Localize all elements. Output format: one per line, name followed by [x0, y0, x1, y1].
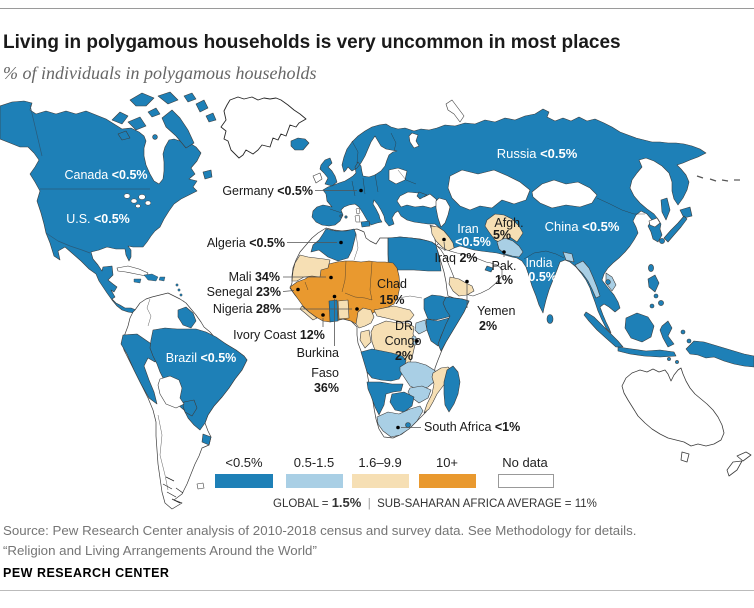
svg-text:Pak.: Pak. — [491, 259, 516, 273]
svg-text:Burkina: Burkina — [297, 346, 339, 360]
svg-text:1.6–9.9: 1.6–9.9 — [358, 455, 401, 470]
svg-text:Faso: Faso — [311, 366, 339, 380]
svg-text:Congo: Congo — [385, 334, 422, 348]
svg-text:15%: 15% — [379, 293, 404, 307]
svg-text:<0.5%: <0.5% — [521, 270, 557, 284]
svg-text:Iran: Iran — [457, 222, 479, 236]
svg-text:South Africa <1%: South Africa <1% — [424, 420, 520, 434]
svg-text:Chad: Chad — [377, 277, 407, 291]
svg-text:2%: 2% — [395, 349, 413, 363]
svg-text:Nigeria 28%: Nigeria 28% — [213, 302, 281, 316]
svg-text:0.5-1.5: 0.5-1.5 — [294, 455, 334, 470]
svg-text:2%: 2% — [479, 319, 497, 333]
svg-text:Algeria <0.5%: Algeria <0.5% — [207, 236, 285, 250]
svg-text:Senegal 23%: Senegal 23% — [207, 285, 281, 299]
svg-text:5%: 5% — [493, 228, 511, 242]
svg-text:U.S. <0.5%: U.S. <0.5% — [66, 212, 130, 226]
svg-text:Iraq 2%: Iraq 2% — [434, 251, 477, 265]
svg-text:Mali 34%: Mali 34% — [229, 270, 280, 284]
svg-text:1%: 1% — [495, 273, 513, 287]
svg-text:Ivory Coast 12%: Ivory Coast 12% — [233, 328, 325, 342]
svg-text:China <0.5%: China <0.5% — [545, 219, 620, 234]
svg-text:<0.5%: <0.5% — [455, 235, 491, 249]
svg-text:DR: DR — [395, 319, 413, 333]
svg-text:<0.5%: <0.5% — [225, 455, 263, 470]
svg-text:Canada <0.5%: Canada <0.5% — [64, 168, 147, 182]
svg-text:No data: No data — [502, 455, 548, 470]
svg-text:Afgh.: Afgh. — [494, 216, 523, 230]
svg-text:Yemen: Yemen — [477, 304, 516, 318]
svg-text:10+: 10+ — [436, 455, 458, 470]
svg-text:Russia <0.5%: Russia <0.5% — [497, 146, 578, 161]
svg-text:Brazil <0.5%: Brazil <0.5% — [166, 351, 237, 365]
svg-text:GLOBAL = 1.5% | SUB-SAHARAN: GLOBAL = 1.5% | SUB-SAHARAN AFRICA AVERA… — [273, 495, 597, 510]
svg-text:Germany <0.5%: Germany <0.5% — [222, 184, 313, 198]
svg-text:India: India — [525, 256, 552, 270]
svg-text:36%: 36% — [314, 381, 339, 395]
